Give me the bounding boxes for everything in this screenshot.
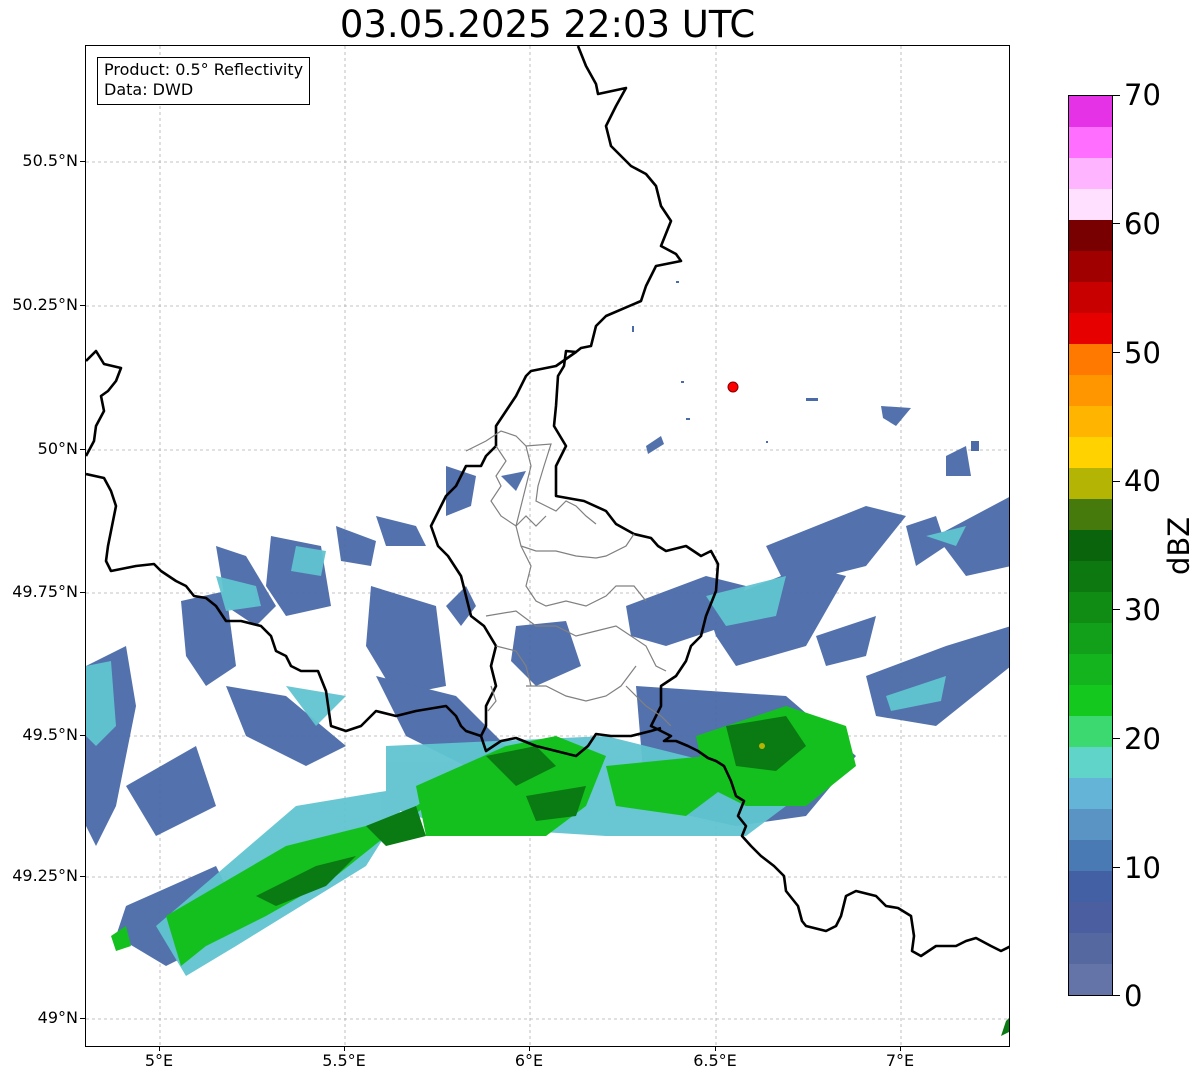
y-tick-mark — [80, 876, 85, 877]
colorbar-segment — [1069, 871, 1112, 902]
info-box: Product: 0.5° Reflectivity Data: DWD — [97, 57, 311, 105]
colorbar-tick-mark — [1113, 481, 1120, 482]
colorbar-tick-mark — [1113, 738, 1120, 739]
colorbar-segment — [1069, 809, 1112, 840]
colorbar-segment — [1069, 685, 1112, 716]
colorbar-segment — [1069, 437, 1112, 468]
y-tick-label: 50.25°N — [12, 295, 78, 314]
x-tick-label: 5°E — [144, 1051, 174, 1070]
x-tick-mark — [344, 1046, 345, 1051]
x-tick-mark — [529, 1046, 530, 1051]
colorbar-segment — [1069, 313, 1112, 344]
colorbar-segment — [1069, 499, 1112, 530]
colorbar-segment — [1069, 127, 1112, 158]
x-tick-label: 6.5°E — [693, 1051, 737, 1070]
x-tick-label: 7°E — [885, 1051, 915, 1070]
y-tick-label: 49.25°N — [12, 866, 78, 885]
colorbar-tick-label: 0 — [1124, 979, 1143, 1013]
colorbar-segment — [1069, 778, 1112, 809]
colorbar-tick-label: 50 — [1124, 336, 1161, 370]
colorbar-segment — [1069, 623, 1112, 654]
colorbar-tick-label: 30 — [1124, 593, 1161, 627]
y-tick-mark — [80, 592, 85, 593]
colorbar — [1068, 95, 1113, 996]
y-tick-mark — [80, 1018, 85, 1019]
radar-echoes — [86, 281, 1009, 1036]
colorbar-segment — [1069, 561, 1112, 592]
colorbar-segment — [1069, 716, 1112, 747]
y-tick-label: 49.5°N — [22, 725, 78, 744]
colorbar-tick-mark — [1113, 609, 1120, 610]
colorbar-tick-label: 60 — [1124, 207, 1161, 241]
colorbar-segment — [1069, 282, 1112, 313]
colorbar-segment — [1069, 964, 1112, 995]
x-tick-label: 6°E — [514, 1051, 544, 1070]
colorbar-tick-mark — [1113, 995, 1120, 996]
colorbar-segment — [1069, 375, 1112, 406]
colorbar-segment — [1069, 840, 1112, 871]
y-tick-label: 50.5°N — [22, 151, 78, 170]
x-tick-mark — [159, 1046, 160, 1051]
data-source-label: Data: DWD — [104, 80, 194, 99]
map-title: 03.05.2025 22:03 UTC — [339, 3, 756, 46]
y-tick-mark — [80, 449, 85, 450]
colorbar-segment — [1069, 530, 1112, 561]
x-tick-label: 5.5°E — [322, 1051, 366, 1070]
radar-map[interactable] — [85, 45, 1010, 1047]
x-tick-mark — [715, 1046, 716, 1051]
y-tick-mark — [80, 305, 85, 306]
y-tick-label: 50°N — [37, 439, 78, 458]
colorbar-tick-mark — [1113, 867, 1120, 868]
colorbar-unit-label: dBZ — [1162, 516, 1196, 575]
colorbar-tick-label: 70 — [1124, 78, 1161, 112]
colorbar-segment — [1069, 468, 1112, 499]
colorbar-tick-mark — [1113, 352, 1120, 353]
colorbar-segment — [1069, 158, 1112, 189]
radar-site-marker[interactable] — [727, 381, 739, 393]
colorbar-segment — [1069, 747, 1112, 778]
x-tick-mark — [900, 1046, 901, 1051]
colorbar-tick-mark — [1113, 223, 1120, 224]
colorbar-segment — [1069, 251, 1112, 282]
y-tick-mark — [80, 735, 85, 736]
y-tick-label: 49.75°N — [12, 582, 78, 601]
y-tick-mark — [80, 161, 85, 162]
country-borders — [86, 46, 1009, 958]
admin-borders — [465, 430, 672, 727]
colorbar-tick-mark — [1113, 95, 1120, 96]
product-label: Product: 0.5° Reflectivity — [104, 60, 304, 79]
colorbar-segment — [1069, 933, 1112, 964]
y-tick-label: 49°N — [37, 1008, 78, 1027]
colorbar-segment — [1069, 189, 1112, 220]
colorbar-segment — [1069, 902, 1112, 933]
colorbar-tick-label: 40 — [1124, 464, 1161, 498]
colorbar-segment — [1069, 654, 1112, 685]
colorbar-segment — [1069, 344, 1112, 375]
radar-map-canvas — [86, 46, 1009, 1046]
colorbar-segment — [1069, 220, 1112, 251]
colorbar-tick-label: 20 — [1124, 722, 1161, 756]
colorbar-segment — [1069, 592, 1112, 623]
colorbar-segment — [1069, 406, 1112, 437]
colorbar-segment — [1069, 96, 1112, 127]
colorbar-tick-label: 10 — [1124, 851, 1161, 885]
